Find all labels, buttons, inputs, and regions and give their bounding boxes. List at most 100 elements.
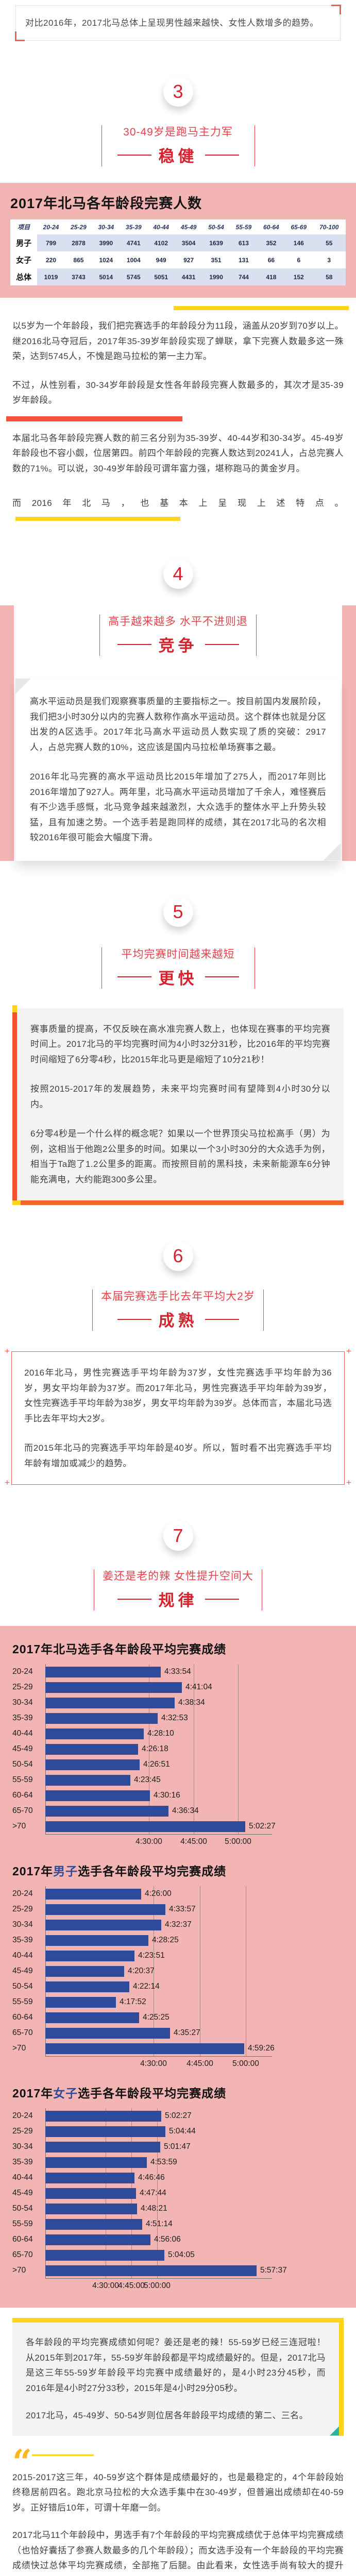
bar-row: 45-49 4:47:44: [12, 2185, 344, 2201]
chart-title: 2017年女子选手各年龄段平均完赛成绩: [12, 2083, 344, 2101]
table-header-cell: 30-34: [98, 223, 114, 231]
chart-title-text: 2017年: [12, 1865, 54, 1878]
table-cell: 131: [238, 256, 249, 264]
paragraph: 各年龄段的平均完赛成绩如何呢？姜还是老的辣！55-59岁已经三连冠啦！从2015…: [26, 2337, 326, 2393]
bar-row: 65-70 4:36:34: [12, 1803, 344, 1819]
table-header-row: 项目 20-24 25-29 30-34 35-39 40-44 45-49 50-54 55-…: [10, 219, 346, 234]
bar-category-label: 40-44: [12, 2173, 33, 2182]
bar-value-label: 5:02:27: [165, 2111, 192, 2120]
section-number: 4: [173, 563, 183, 584]
paragraph: 本届北马各年龄段完赛人数的前三名分别为35-39岁、40-44岁和30-34岁。…: [12, 433, 344, 473]
bar-category-label: 30-34: [12, 1920, 33, 1929]
open-quote-icon: “: [12, 2442, 32, 2482]
text-card: + + + + 2016年北马，男性完赛选手平均年龄为37岁，女性完赛选手平均年…: [5, 1347, 351, 1487]
table-header-cell: 50-54: [208, 223, 224, 231]
bar-value-label: 4:22:14: [133, 1982, 160, 1991]
row-label-cell: 男子: [10, 234, 38, 251]
table-header-cell: 60-64: [263, 223, 279, 231]
table-header-cell: 35-39: [125, 223, 142, 231]
x-tick-label: 5:00:00: [144, 2281, 171, 2290]
bar: [45, 2043, 244, 2054]
bar-value-label: 4:32:53: [161, 1714, 188, 1722]
bar: [45, 1759, 140, 1770]
bar-value-label: 4:59:26: [248, 2044, 275, 2053]
bar-row: 30-34 5:01:47: [12, 2139, 344, 2155]
bar-value-label: 4:30:16: [154, 1791, 180, 1800]
section-title: 高手越来越多 水平不进则退 竞争: [14, 615, 342, 656]
x-axis-ticks: 4:30:00 4:45:00 5:00:00: [45, 2279, 344, 2292]
fold-corner-icon: [15, 679, 31, 694]
section-subtitle: 姜还是老的辣 女性提升空间大: [103, 1570, 253, 1582]
bar-row: >70 5:02:27: [12, 1819, 344, 1834]
section-number: 7: [173, 1525, 183, 1546]
gridline: [157, 2108, 158, 2278]
gridline: [238, 1664, 239, 1834]
table-cell: 5014: [92, 268, 120, 285]
bar-category-label: 20-24: [12, 2111, 33, 2120]
table-row: 男子 799 2878 3990 4741 4102 3504 1639 613 352 146 55: [10, 234, 346, 251]
bar-value-label: 4:28:25: [152, 1936, 179, 1944]
bar-category-label: 65-70: [12, 1806, 33, 1815]
bar-value-label: 4:26:18: [142, 1744, 168, 1753]
quote-open-row: “: [12, 2442, 344, 2482]
bar-value-label: 4:33:54: [164, 1667, 191, 1676]
bar: [45, 2249, 164, 2261]
bar-row: 55-59 4:23:45: [12, 1772, 344, 1788]
intro-text: 对比2016年，2017北马总体上呈现男性越来越快、女性人数增多的趋势。: [25, 18, 319, 28]
paragraph: 2016年北马完赛的高水平运动员比2015年增加了275人，而2017年则比20…: [30, 772, 326, 842]
section-subtitle: 30-49岁是跑马主力军: [123, 126, 233, 138]
table-header-cell: 项目: [18, 224, 30, 231]
bar-category-label: 25-29: [12, 1683, 33, 1691]
bar-row: 40-44 4:28:10: [12, 1726, 344, 1741]
x-tick-label: 4:30:00: [140, 2059, 167, 2068]
section-title: 平均完赛时间越来越短 更快: [0, 947, 356, 989]
paragraph: 以5岁为一个年龄段，我们把完赛选手的年龄段分为11段，涵盖从20岁到70岁以上。…: [12, 321, 344, 361]
bar-row: 35-39 4:53:59: [12, 2155, 344, 2170]
bar-row: 50-54 4:22:14: [12, 1979, 344, 1994]
bar: [45, 1743, 138, 1755]
table-cell: 1004: [126, 256, 141, 264]
table-cell: 220: [45, 256, 57, 264]
bar: [45, 1790, 150, 1801]
bar-category-label: 30-34: [12, 2142, 33, 2151]
chart-title-highlight: 男子: [53, 1865, 78, 1878]
bar: [45, 1666, 161, 1677]
table-cell: 4431: [175, 268, 202, 285]
bar-value-label: 4:23:51: [138, 1951, 165, 1960]
bar-value-label: 4:51:14: [146, 2219, 173, 2228]
bar-value-label: 4:17:52: [120, 1997, 146, 2006]
paragraph: 按照2015-2017年的发展趋势，未来平均完赛时间有望降到4小时30分以内。: [30, 1084, 330, 1109]
dash-icon: [205, 1318, 239, 1320]
section-subtitle: 平均完赛时间越来越短: [121, 948, 235, 960]
plus-mark-icon: +: [346, 1346, 351, 1356]
bar-value-label: 5:04:05: [168, 2250, 195, 2259]
bar: [45, 1682, 182, 1693]
bar-value-label: 4:46:46: [138, 2173, 165, 2182]
bar-row: 20-24 4:26:00: [12, 1886, 344, 1902]
age-table-panel: 2017年北马各年龄段完赛人数 项目 20-24 25-29 30-34 35-39 40…: [0, 183, 356, 298]
section-number-badge: 6: [163, 1241, 193, 1271]
bar-value-label: 4:26:00: [145, 1889, 172, 1898]
bar-value-label: 4:32:37: [165, 1920, 192, 1929]
table-cell: 744: [230, 268, 258, 285]
bar-category-label: 20-24: [12, 1889, 33, 1898]
plus-mark-icon: +: [346, 1478, 351, 1487]
bar-row: 45-49 4:20:37: [12, 1963, 344, 1979]
text-card: 高水平运动员是我们观察赛事质量的主要指标之一。按目前国内发展阶段，我们把3小时3…: [15, 679, 341, 861]
bar-category-label: 65-70: [12, 2250, 33, 2259]
charts-panel: 2017年北马选手各年龄段平均完赛成绩 20-24 4:33:54 25-29 4:4…: [0, 1626, 356, 2308]
bar: [45, 1697, 175, 1708]
section-keyword: 规律: [158, 1591, 198, 1609]
dash-icon: [205, 976, 239, 977]
corner-bracket-icon: [15, 31, 25, 41]
bar-category-label: 35-39: [12, 1936, 33, 1944]
bar: [45, 1774, 130, 1786]
bar-row: 45-49 4:26:18: [12, 1741, 344, 1757]
x-axis-ticks: 4:30:00 4:45:00 5:00:00: [45, 2057, 344, 2070]
yellow-divider: [15, 517, 180, 521]
table-cell: 3990: [92, 234, 120, 251]
bar: [45, 2234, 150, 2245]
fold-corner-icon: [323, 843, 341, 861]
bar-value-label: 5:01:47: [164, 2142, 191, 2151]
